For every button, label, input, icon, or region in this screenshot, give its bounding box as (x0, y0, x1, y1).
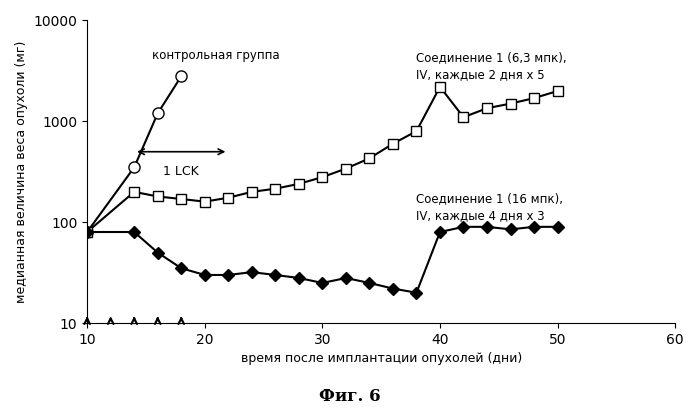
Text: Фиг. 6: Фиг. 6 (319, 388, 380, 405)
Text: Соединение 1 (16 мпк),
IV, каждые 4 дня х 3: Соединение 1 (16 мпк), IV, каждые 4 дня … (417, 192, 563, 222)
Text: контрольная группа: контрольная группа (152, 49, 280, 62)
Y-axis label: медианная величина веса опухоли (мг): медианная величина веса опухоли (мг) (15, 40, 28, 303)
X-axis label: время после имплантации опухолей (дни): время после имплантации опухолей (дни) (240, 353, 521, 365)
Text: Соединение 1 (6,3 мпк),
IV, каждые 2 дня х 5: Соединение 1 (6,3 мпк), IV, каждые 2 дня… (417, 51, 567, 81)
Text: 1 LCK: 1 LCK (164, 165, 199, 178)
